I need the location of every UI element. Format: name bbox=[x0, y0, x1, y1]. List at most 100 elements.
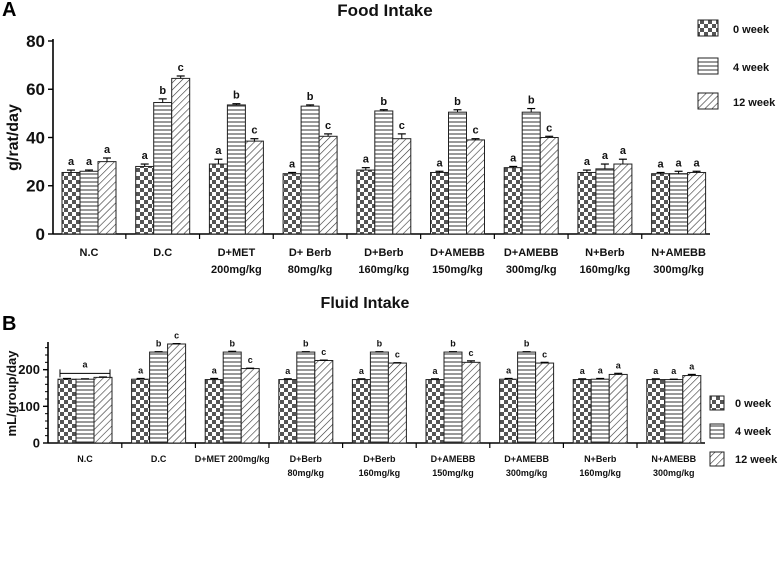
category-label: 160mg/kg bbox=[358, 264, 409, 276]
bar bbox=[590, 378, 610, 444]
significance-label: a bbox=[285, 366, 291, 376]
category-label: D.C bbox=[151, 454, 167, 464]
bar bbox=[535, 362, 555, 444]
bar bbox=[572, 379, 592, 444]
bar bbox=[244, 140, 264, 235]
category-label: 200mg/kg bbox=[211, 264, 262, 276]
category-label: 300mg/kg bbox=[653, 264, 704, 276]
significance-label: a bbox=[359, 366, 365, 376]
significance-label: c bbox=[395, 350, 400, 360]
significance-label: c bbox=[248, 355, 253, 365]
legend-swatch bbox=[697, 19, 719, 37]
significance-label: a bbox=[68, 156, 75, 168]
bar bbox=[135, 165, 155, 235]
panel-label: A bbox=[2, 0, 16, 21]
significance-label: a bbox=[676, 157, 683, 169]
significance-label: c bbox=[321, 347, 326, 357]
bar bbox=[466, 139, 485, 235]
bar bbox=[664, 379, 684, 444]
y-tick-label: 200 bbox=[18, 362, 40, 377]
significance-label: c bbox=[542, 349, 547, 359]
legend-label: 0 week bbox=[733, 24, 770, 36]
bar bbox=[278, 379, 298, 444]
bar bbox=[387, 362, 407, 444]
significance-label: a bbox=[142, 150, 149, 162]
category-label: 300mg/kg bbox=[506, 468, 548, 478]
category-label: D+AMEBB bbox=[504, 247, 559, 259]
bar bbox=[430, 171, 449, 235]
significance-label: a bbox=[616, 360, 622, 370]
fluid-intake-chart: B Fluid Intake mL/group/day 0 100 200 N.C a b c D.… bbox=[2, 295, 778, 478]
category-label: 160mg/kg bbox=[580, 264, 631, 276]
legend-label: 12 week bbox=[735, 454, 778, 466]
significance-label: a bbox=[138, 365, 144, 375]
bar bbox=[75, 378, 95, 444]
significance-label: a bbox=[598, 365, 604, 375]
bar bbox=[351, 379, 371, 444]
significance-label: b bbox=[524, 339, 530, 349]
bar bbox=[499, 378, 519, 444]
significance-label: c bbox=[472, 125, 478, 137]
bar bbox=[443, 351, 463, 444]
significance-label: b bbox=[303, 339, 309, 349]
category-label: D.C bbox=[153, 247, 172, 259]
significance-label: a bbox=[689, 361, 695, 371]
significance-label: a bbox=[620, 145, 627, 157]
category-label: D+MET 200mg/kg bbox=[195, 454, 270, 464]
significance-label: c bbox=[251, 125, 257, 137]
panel-label: B bbox=[2, 313, 16, 335]
category-label: D+AMEBB bbox=[431, 454, 476, 464]
bar bbox=[61, 171, 81, 235]
bar bbox=[392, 138, 412, 235]
group-significance-label: a bbox=[82, 359, 88, 369]
y-axis-label: mL/group/day bbox=[4, 350, 19, 437]
legend-swatch bbox=[697, 57, 719, 75]
y-tick-label: 40 bbox=[26, 128, 45, 147]
legend-label: 4 week bbox=[735, 426, 772, 438]
significance-label: b bbox=[229, 338, 235, 348]
legend-swatch bbox=[709, 395, 725, 411]
bar bbox=[577, 171, 597, 235]
bar bbox=[687, 171, 707, 235]
y-tick-label: 100 bbox=[18, 399, 40, 414]
category-label: N+AMEBB bbox=[651, 247, 706, 259]
bar bbox=[240, 368, 260, 444]
significance-label: b bbox=[528, 95, 535, 107]
category-label: 160mg/kg bbox=[359, 468, 401, 478]
category-label: 150mg/kg bbox=[432, 264, 483, 276]
significance-label: a bbox=[506, 365, 512, 375]
y-axis-label: g/rat/day bbox=[5, 104, 22, 171]
bar bbox=[318, 135, 338, 235]
significance-label: a bbox=[602, 150, 609, 162]
category-label: 160mg/kg bbox=[579, 468, 621, 478]
significance-label: b bbox=[377, 339, 383, 349]
category-label: N+Berb bbox=[584, 454, 617, 464]
bar bbox=[282, 173, 302, 235]
bar bbox=[448, 111, 467, 235]
bar bbox=[131, 378, 151, 444]
category-label: 300mg/kg bbox=[506, 264, 557, 276]
bar bbox=[93, 376, 113, 444]
significance-label: c bbox=[325, 120, 331, 132]
significance-label: a bbox=[86, 156, 93, 168]
category-label: 80mg/kg bbox=[288, 468, 325, 478]
chart-title: Fluid Intake bbox=[321, 295, 410, 312]
significance-label: a bbox=[653, 366, 659, 376]
bar bbox=[57, 378, 77, 444]
significance-label: b bbox=[380, 96, 387, 108]
y-tick-label: 20 bbox=[26, 177, 45, 196]
significance-label: c bbox=[468, 348, 473, 358]
bar bbox=[356, 169, 376, 235]
significance-label: a bbox=[432, 366, 438, 376]
bar bbox=[646, 379, 666, 444]
bar bbox=[314, 360, 334, 444]
bar bbox=[608, 373, 628, 444]
significance-label: c bbox=[178, 62, 184, 74]
significance-label: b bbox=[233, 90, 240, 102]
bar bbox=[425, 379, 445, 444]
category-label: D+ Berb bbox=[289, 247, 332, 259]
significance-label: a bbox=[584, 156, 591, 168]
significance-label: c bbox=[174, 331, 179, 341]
bar bbox=[300, 105, 320, 235]
